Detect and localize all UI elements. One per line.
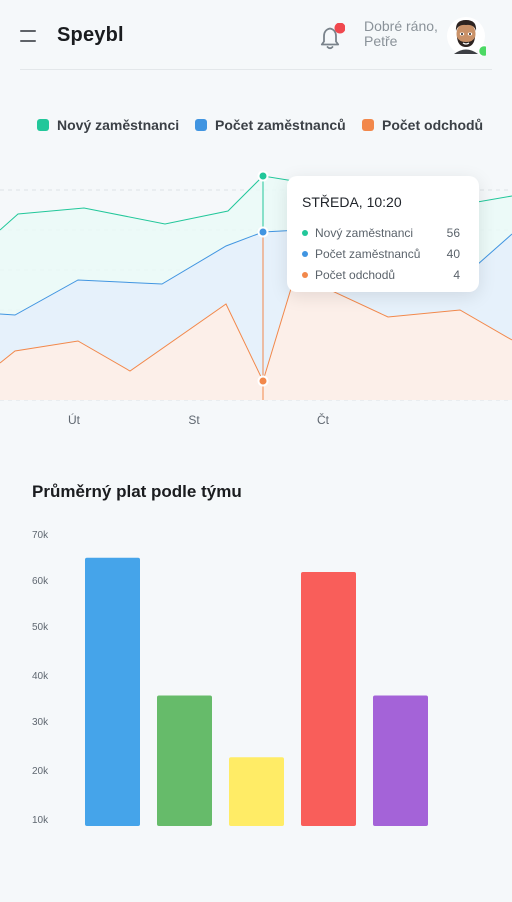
tooltip-dot: [302, 271, 308, 278]
y-tick-label: 70k: [32, 530, 49, 541]
y-tick-label: 10k: [32, 815, 49, 826]
tooltip-value: 40: [446, 246, 460, 261]
online-status-dot: [477, 44, 486, 56]
y-tick-label: 30k: [32, 717, 49, 728]
notification-badge: [334, 23, 345, 34]
header-divider: [20, 69, 492, 70]
y-tick-label: 40k: [32, 671, 49, 682]
tooltip-label: Nový zaměstnanci: [315, 225, 414, 240]
greeting-user-name: Petře: [364, 33, 398, 49]
legend-label: Počet zaměstnanců: [215, 117, 346, 133]
tooltip-value: 4: [453, 267, 460, 282]
x-tick-label: Út: [68, 412, 81, 427]
greeting: Dobré ráno, Petře: [364, 19, 438, 49]
legend-swatch: [362, 119, 374, 131]
legend-label: Počet odchodů: [382, 117, 484, 133]
hover-point-new-employees: [257, 170, 269, 182]
notification-bell-icon[interactable]: [319, 23, 345, 51]
bar-team-4[interactable]: [301, 572, 356, 826]
tooltip-row-new-employees: Nový zaměstnanci 56: [302, 222, 464, 243]
tooltip-title: STŘEDA, 10:20: [302, 194, 402, 210]
bar-team-2[interactable]: [157, 695, 212, 827]
legend-swatch: [37, 119, 49, 131]
legend-swatch: [195, 119, 207, 131]
legend-item-departures[interactable]: Počet odchodů: [362, 117, 483, 133]
app-header: Speybl Dobré ráno, Petře: [0, 0, 512, 70]
legend-item-new-employees[interactable]: Nový zaměstnanci: [37, 117, 179, 133]
salary-bar-chart: 70k 60k 50k 40k 30k 20k 10k: [32, 530, 428, 827]
tooltip-label: Počet odchodů: [315, 267, 396, 282]
bar-team-1[interactable]: [85, 557, 140, 826]
y-tick-label: 50k: [32, 622, 49, 633]
user-avatar[interactable]: [446, 16, 486, 56]
bar-team-5[interactable]: [373, 695, 428, 827]
x-tick-label: St: [188, 413, 200, 427]
legend-item-employee-count[interactable]: Počet zaměstnanců: [195, 117, 346, 133]
greeting-line-1: Dobré ráno,: [364, 18, 438, 34]
bar-team-3[interactable]: [229, 757, 284, 826]
tooltip-row-employee-count: Počet zaměstnanců 40: [302, 243, 464, 264]
legend-label: Nový zaměstnanci: [57, 117, 180, 133]
tooltip-label: Počet zaměstnanců: [315, 246, 421, 261]
menu-icon[interactable]: [20, 30, 36, 42]
y-tick-label: 60k: [32, 576, 49, 587]
chart-tooltip: STŘEDA, 10:20 Nový zaměstnanci 56 Počet …: [287, 176, 479, 292]
y-tick-label: 20k: [32, 766, 49, 777]
app-logo: Speybl: [57, 24, 124, 46]
hover-point-employee-count: [257, 226, 269, 238]
tooltip-dot: [302, 229, 308, 236]
hover-point-departures: [257, 375, 269, 387]
tooltip-value: 56: [446, 225, 460, 240]
tooltip-dot: [302, 250, 308, 257]
bar-chart-title: Průměrný plat podle týmu: [32, 482, 242, 501]
area-departures: [0, 259, 512, 400]
tooltip-row-departures: Počet odchodů 4: [302, 264, 464, 285]
x-tick-label: Čt: [317, 412, 330, 427]
